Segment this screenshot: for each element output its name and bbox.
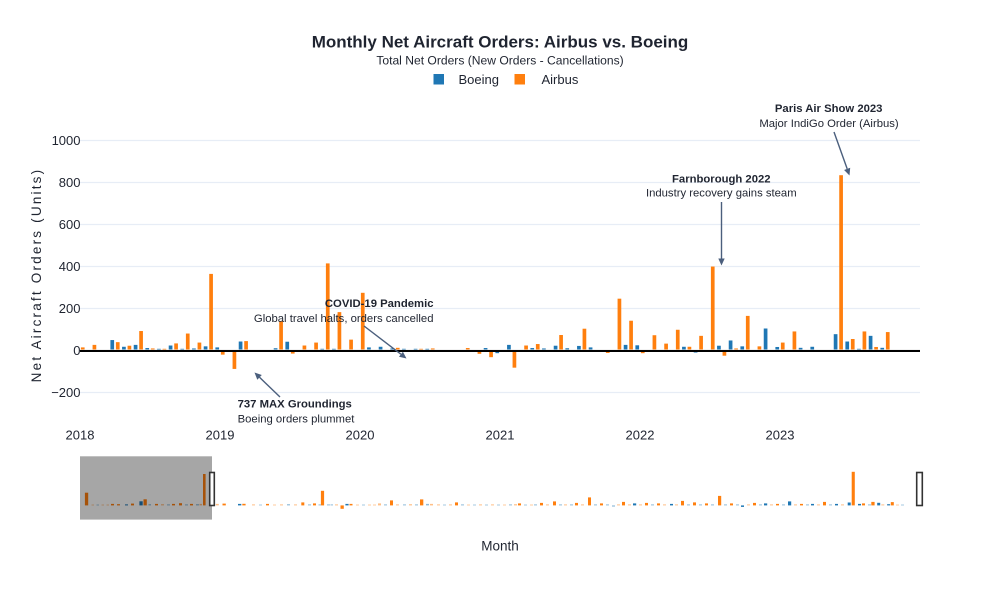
svg-text:800: 800 (59, 175, 81, 190)
svg-text:737 MAX Groundings: 737 MAX Groundings (238, 399, 352, 411)
svg-text:Net Aircraft Orders (Units): Net Aircraft Orders (Units) (29, 168, 44, 383)
svg-text:Monthly Net Aircraft Orders: A: Monthly Net Aircraft Orders: Airbus vs. … (312, 33, 689, 52)
svg-text:Month: Month (481, 539, 519, 554)
svg-text:2018: 2018 (66, 428, 95, 443)
svg-text:1000: 1000 (52, 133, 81, 148)
svg-text:Global travel halts, orders ca: Global travel halts, orders cancelled (254, 313, 434, 325)
svg-text:0: 0 (73, 343, 80, 358)
svg-text:COVID-19 Pandemic: COVID-19 Pandemic (325, 298, 434, 310)
svg-text:Paris Air Show 2023: Paris Air Show 2023 (775, 103, 883, 115)
svg-text:2022: 2022 (626, 428, 655, 443)
svg-text:2020: 2020 (346, 428, 375, 443)
svg-text:Major IndiGo Order (Airbus): Major IndiGo Order (Airbus) (759, 118, 899, 130)
svg-text:2019: 2019 (206, 428, 235, 443)
svg-text:400: 400 (59, 259, 81, 274)
svg-text:Total Net Orders (New Orders -: Total Net Orders (New Orders - Cancellat… (376, 54, 623, 68)
svg-text:Boeing orders plummet: Boeing orders plummet (238, 414, 356, 426)
svg-text:−200: −200 (51, 385, 80, 400)
svg-text:2021: 2021 (486, 428, 515, 443)
svg-text:Boeing: Boeing (459, 72, 499, 87)
svg-text:2023: 2023 (766, 428, 795, 443)
svg-text:Industry recovery gains steam: Industry recovery gains steam (646, 188, 797, 200)
svg-text:200: 200 (59, 301, 81, 316)
svg-text:600: 600 (59, 217, 81, 232)
svg-text:Airbus: Airbus (542, 72, 579, 87)
svg-text:Farnborough 2022: Farnborough 2022 (672, 174, 771, 186)
